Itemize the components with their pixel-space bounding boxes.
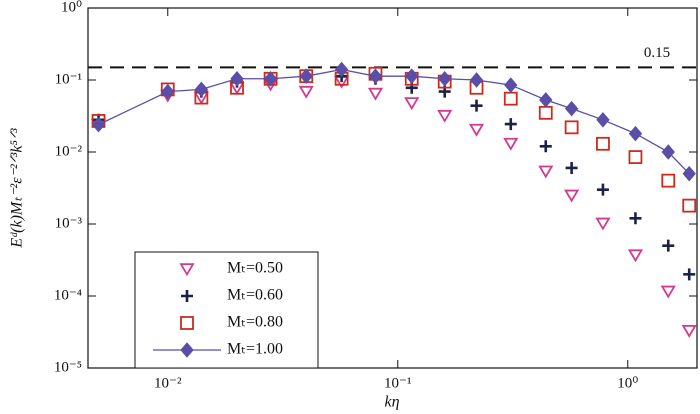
x-axis-label: kη	[384, 394, 399, 411]
marker	[538, 165, 554, 179]
marker	[161, 83, 175, 100]
marker	[405, 68, 419, 84]
y-tick-label: 10⁻⁴	[54, 287, 82, 303]
x-tick-label: 10⁰	[617, 375, 638, 391]
marker	[627, 249, 644, 263]
marker	[661, 173, 676, 188]
marker	[538, 105, 553, 120]
marker	[503, 91, 518, 106]
marker	[662, 239, 675, 252]
legend-label: Mₜ=0.80	[227, 314, 283, 331]
x-tick-label: 10⁻¹	[384, 375, 411, 391]
marker	[503, 137, 519, 151]
y-tick-label: 10⁰	[61, 0, 82, 15]
marker	[629, 212, 642, 225]
marker	[539, 140, 552, 153]
legend-marker	[180, 342, 194, 358]
marker	[596, 183, 609, 196]
marker	[596, 136, 610, 151]
marker	[660, 285, 676, 299]
series-line	[98, 68, 690, 175]
legend-box	[134, 251, 319, 369]
marker	[230, 71, 244, 87]
y-tick-label: 10⁻¹	[55, 71, 82, 87]
reference-label: 0.15	[644, 45, 670, 61]
marker	[682, 165, 696, 182]
legend-marker	[181, 290, 193, 302]
y-tick-label: 10⁻²	[55, 143, 83, 159]
marker	[194, 81, 209, 98]
marker	[683, 268, 696, 281]
marker	[595, 217, 611, 231]
legend-label: Mₜ=0.50	[227, 260, 283, 277]
marker	[564, 120, 579, 135]
marker	[661, 144, 675, 160]
marker	[298, 85, 314, 99]
marker	[504, 77, 518, 93]
legend: Mₜ=0.50 Mₜ=0.60 Mₜ=0.80 Mₜ=1.00	[134, 251, 319, 369]
marker	[263, 71, 278, 87]
y-tick-label: 10⁻³	[55, 215, 83, 231]
marker	[367, 87, 384, 101]
legend-marker	[179, 263, 195, 277]
marker	[565, 161, 578, 174]
marker	[681, 324, 697, 338]
marker	[334, 61, 349, 78]
marker	[368, 68, 383, 84]
marker	[596, 112, 610, 128]
marker	[468, 123, 485, 137]
legend-label: Mₜ=1.00	[227, 341, 283, 358]
marker	[437, 109, 453, 123]
marker	[628, 150, 643, 164]
marker	[564, 189, 580, 203]
marker	[469, 72, 484, 88]
y-tick-label: 10⁻⁵	[54, 359, 82, 375]
legend-marker	[180, 316, 194, 330]
marker	[628, 125, 643, 142]
x-tick-label: 10⁻²	[154, 375, 182, 391]
marker	[91, 116, 106, 133]
plot-frame	[87, 7, 698, 369]
marker	[682, 198, 697, 213]
y-axis-label: Eᵈ(k)Mₜ⁻²ε⁻²ᐟ³k⁵ᐟ³	[9, 128, 26, 248]
legend-label: Mₜ=0.60	[227, 287, 283, 304]
marker	[539, 92, 553, 108]
marker	[438, 71, 452, 87]
marker	[470, 99, 483, 112]
marker	[564, 100, 579, 117]
marker	[404, 97, 420, 111]
marker	[299, 68, 313, 84]
marker	[504, 118, 517, 131]
